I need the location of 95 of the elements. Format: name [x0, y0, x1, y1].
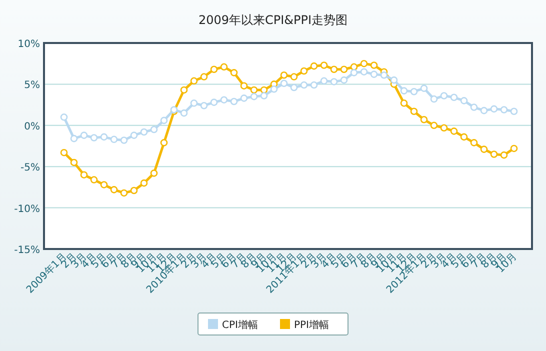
point: [90, 134, 98, 142]
point: [250, 92, 258, 100]
chart-title: 2009年以来CPI&PPI走势图: [198, 13, 348, 27]
point: [240, 94, 248, 102]
legend-label: PPI增幅: [294, 319, 330, 331]
point: [150, 170, 158, 177]
point: [120, 189, 128, 197]
point: [260, 92, 268, 100]
point: [400, 87, 408, 94]
point: [320, 62, 328, 69]
y-tick-label: -15%: [14, 245, 40, 256]
point: [280, 71, 288, 79]
point: [210, 98, 218, 106]
point: [100, 133, 108, 141]
point: [220, 63, 228, 71]
point: [130, 186, 138, 194]
point: [270, 85, 278, 93]
point: [110, 186, 118, 194]
point: [140, 179, 148, 187]
point: [480, 106, 488, 114]
y-tick-label: 5%: [24, 80, 40, 92]
point: [320, 77, 328, 85]
point: [440, 92, 448, 100]
point: [180, 109, 188, 117]
point: [160, 139, 168, 146]
point: [510, 144, 518, 152]
point: [290, 73, 298, 80]
point: [470, 104, 478, 111]
point: [220, 96, 228, 104]
point: [310, 81, 318, 89]
point: [120, 136, 128, 144]
point: [240, 82, 248, 90]
point: [210, 66, 218, 74]
point: [230, 69, 238, 76]
point: [380, 71, 388, 79]
point: [400, 100, 408, 107]
point: [340, 66, 348, 74]
point: [410, 88, 418, 96]
point: [430, 95, 438, 103]
point: [80, 171, 88, 178]
point: [350, 69, 358, 76]
point: [450, 94, 458, 102]
point: [260, 86, 268, 94]
point: [390, 76, 398, 84]
point: [60, 148, 68, 156]
point: [60, 114, 68, 121]
point: [200, 73, 208, 80]
y-tick-label: 0%: [24, 121, 40, 132]
point: [470, 139, 478, 146]
point: [310, 62, 318, 70]
y-tick-label: -5%: [20, 162, 40, 174]
point: [340, 76, 348, 84]
point: [420, 84, 428, 92]
point: [300, 67, 308, 75]
point: [290, 84, 298, 92]
point: [510, 108, 518, 116]
legend-label: CPI增幅: [222, 319, 258, 331]
y-tick-label: 10%: [18, 39, 40, 50]
point: [490, 105, 498, 113]
point: [450, 128, 458, 135]
point: [160, 116, 168, 124]
point: [460, 133, 468, 141]
point: [200, 102, 208, 110]
y-tick-label: -10%: [14, 204, 40, 215]
point: [330, 78, 338, 86]
point: [150, 126, 158, 134]
point: [70, 134, 78, 142]
point: [280, 80, 288, 88]
point: [360, 68, 368, 76]
point: [370, 62, 378, 69]
point: [330, 66, 338, 74]
point: [500, 151, 508, 159]
point: [190, 100, 198, 107]
point: [460, 97, 468, 104]
point: [100, 181, 108, 188]
point: [410, 108, 418, 116]
point: [490, 150, 498, 158]
point: [370, 70, 378, 78]
point: [300, 81, 308, 89]
point: [110, 136, 118, 144]
point: [80, 132, 88, 139]
point: [250, 86, 258, 94]
point: [140, 128, 148, 136]
point: [70, 158, 78, 166]
point: [190, 77, 198, 85]
point: [430, 122, 438, 130]
point: [440, 124, 448, 132]
point: [480, 146, 488, 153]
point: [500, 106, 508, 114]
point: [230, 98, 238, 106]
point: [180, 86, 188, 94]
point: [130, 132, 138, 139]
point: [420, 116, 428, 124]
point: [360, 60, 368, 68]
point: [90, 176, 98, 184]
